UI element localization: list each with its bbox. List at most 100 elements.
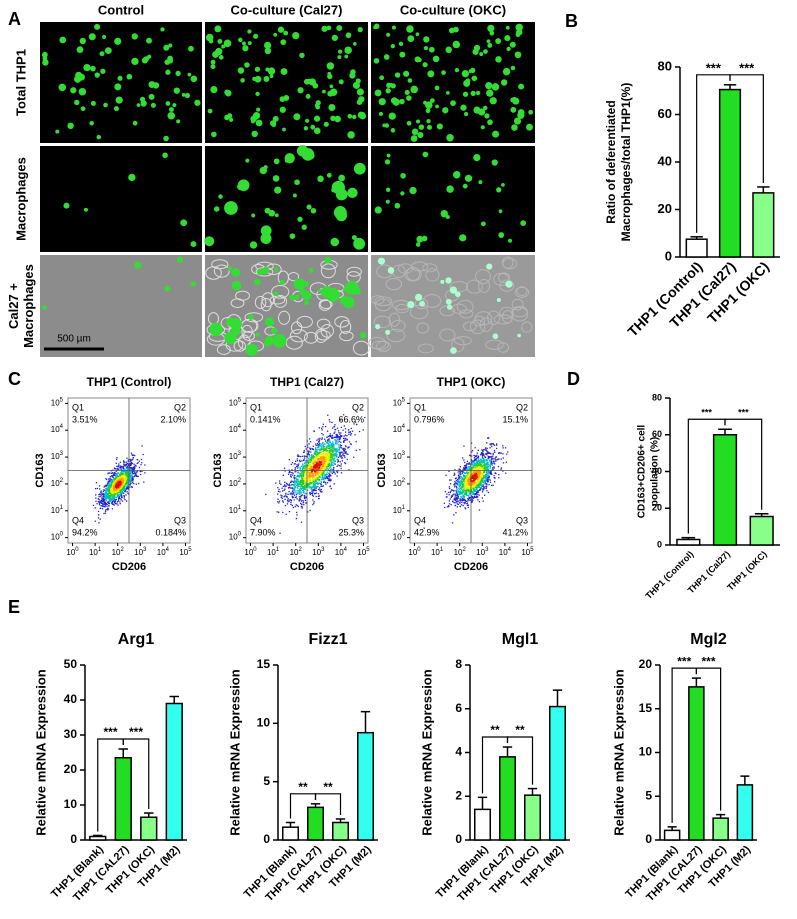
event-dot [109, 486, 111, 489]
event-dot [487, 476, 489, 479]
event-dot [304, 471, 306, 473]
cell-dot [384, 123, 390, 128]
event-dot [473, 495, 476, 498]
event-dot [486, 462, 488, 465]
event-dot [293, 485, 295, 487]
event-dot [480, 481, 482, 483]
event-dot [448, 486, 451, 488]
event-dot [505, 461, 508, 463]
cell-outline [514, 286, 530, 298]
event-dot [453, 501, 455, 504]
event-dot [314, 492, 316, 495]
event-dot [108, 505, 110, 507]
event-dot [502, 447, 504, 449]
cell-dot [326, 62, 335, 70]
event-dot [463, 445, 465, 447]
cell-dot [486, 39, 491, 44]
event-dot [332, 451, 334, 454]
event-dot [329, 446, 332, 449]
event-dot [115, 473, 117, 475]
event-dot [298, 490, 300, 492]
event-dot [493, 477, 495, 479]
event-dot [464, 476, 466, 478]
event-dot [459, 482, 461, 484]
event-dot [455, 494, 457, 497]
event-dot [104, 510, 107, 513]
quadrant-name: Q1 [250, 402, 262, 412]
cell-dot [210, 86, 218, 94]
tick-exponent: 3 [238, 451, 242, 457]
event-dot [132, 472, 135, 475]
event-dot [463, 467, 465, 469]
event-dot [332, 437, 334, 439]
cell-dot [90, 100, 96, 106]
event-dot [296, 514, 298, 516]
cell-dot [42, 51, 48, 58]
column-header: Control [98, 2, 144, 17]
cell-dot [427, 70, 435, 78]
event-dot [465, 491, 467, 494]
cell-dot [386, 32, 391, 37]
event-dot [343, 439, 346, 441]
event-dot [466, 463, 469, 465]
cell-dot [440, 209, 448, 218]
event-dot [112, 480, 114, 483]
event-dot [461, 497, 464, 499]
event-dot [327, 452, 329, 454]
cell-outline [205, 266, 222, 280]
event-dot [316, 456, 319, 458]
event-dot [481, 462, 483, 464]
event-dot [315, 485, 318, 488]
event-dot [476, 489, 479, 491]
event-dot [328, 441, 330, 444]
event-dot [304, 455, 306, 457]
event-dot [307, 453, 309, 455]
event-dot [289, 484, 291, 487]
event-dot [466, 502, 469, 504]
event-dot [314, 467, 317, 469]
event-dot [455, 500, 458, 503]
event-dot [333, 462, 336, 465]
event-dot [125, 494, 127, 496]
cell-dot [440, 279, 445, 284]
event-dot [316, 482, 318, 484]
event-dot [331, 436, 334, 438]
event-dot [480, 477, 482, 480]
cell-dot [356, 88, 364, 96]
event-dot [325, 483, 327, 485]
event-dot [451, 495, 454, 498]
event-dot [120, 468, 122, 470]
event-dot [328, 476, 331, 478]
event-dot [124, 468, 126, 471]
event-dot [302, 489, 305, 491]
event-dot [326, 464, 328, 466]
event-dot [481, 459, 483, 462]
event-dot [96, 503, 98, 505]
y-tick-label: 105 [51, 397, 64, 408]
cell-outline [213, 264, 230, 278]
cell-dot [454, 291, 461, 298]
event-dot [282, 474, 284, 476]
event-dot [307, 483, 309, 485]
event-dot [310, 471, 313, 473]
event-dot [308, 479, 310, 481]
event-dot [130, 482, 132, 484]
event-dot [479, 479, 482, 482]
cell-dot [313, 115, 321, 122]
y-tick-label: 103 [229, 451, 242, 462]
event-dot [123, 479, 125, 481]
event-dot [315, 448, 317, 451]
event-dot [457, 496, 459, 499]
event-dot [121, 481, 123, 483]
cell-outline [511, 306, 529, 322]
event-dot [134, 475, 136, 477]
event-dot [491, 464, 493, 466]
tick-base: 10 [229, 506, 238, 515]
quadrant-value: 94.2% [72, 527, 98, 537]
event-dot [306, 444, 309, 446]
event-dot [455, 477, 457, 479]
event-dot [113, 493, 116, 496]
event-dot [478, 486, 481, 489]
cell-dot [292, 32, 300, 40]
event-dot [349, 431, 351, 434]
